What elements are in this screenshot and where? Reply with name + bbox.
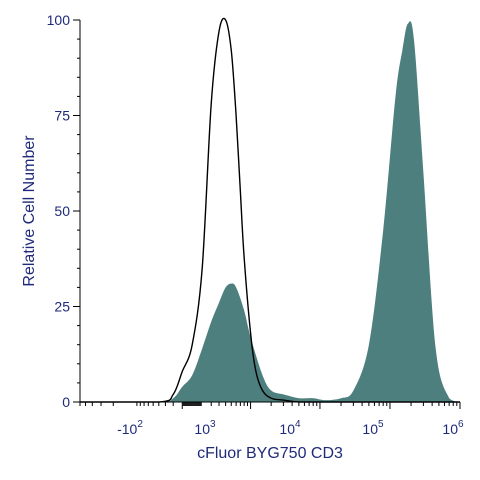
y-tick-label: 75 [54,108,70,124]
y-axis-label: Relative Cell Number [21,135,38,287]
x-tick-label: 106 [442,419,464,437]
series-1-outline [80,17,460,403]
x-tick-label: -102 [117,419,143,437]
axes: 0 25 50 75 100 -102 103 104 105 106 [47,12,464,437]
y-tick-label: 100 [47,12,71,28]
series-0-area [80,21,460,403]
x-axis-label: cFluor BYG750 CD3 [197,445,343,462]
plot-marks [80,17,460,403]
x-tick-label: 103 [194,419,216,437]
y-tick-label: 50 [54,203,70,219]
x-tick-label: 105 [362,419,384,437]
y-tick-label: 0 [62,394,70,410]
x-tick-label: 104 [279,419,301,437]
axis-labels: cFluor BYG750 CD3 Relative Cell Number [21,135,343,462]
y-tick-label: 25 [54,299,70,315]
